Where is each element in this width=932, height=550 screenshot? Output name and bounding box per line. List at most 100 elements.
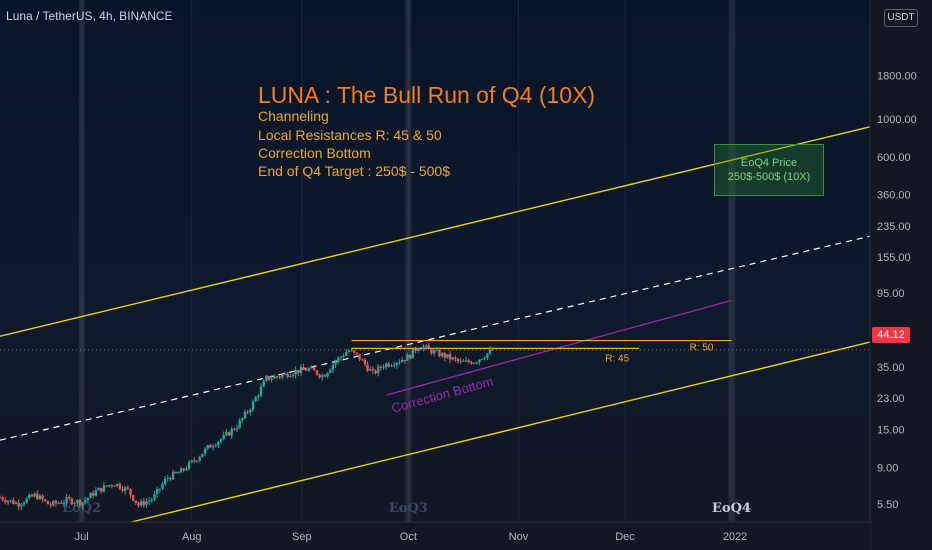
gridlines [81,0,736,522]
time-axis: Jul Aug Sep Oct Nov Dec 2022 [0,521,870,550]
candle-body [430,348,433,354]
candle-body [259,386,263,396]
currency-badge[interactable]: USDT [884,9,918,27]
candle-body [267,375,271,380]
candle-body [488,349,492,354]
candle-body [102,485,106,492]
candle-body [249,409,252,413]
candle-body [171,471,175,480]
candle-body [331,364,335,370]
candle-body [289,376,292,378]
y-tick-label: 95.00 [877,288,905,300]
candle-body [129,488,132,495]
price-axis: 1800.00 1000.00 600.00 360.00 235.00 155.00 95… [869,0,932,550]
candle-body [416,348,420,351]
candle-body [462,360,465,362]
candle-body [398,361,401,363]
candle-body [278,376,281,378]
candle-body [329,369,332,373]
candle-body [368,369,372,371]
candle-body [161,484,164,489]
x-tick-label: Dec [615,531,635,543]
target-box-title: EoQ4 Price [740,157,798,169]
candle-body [273,376,276,379]
target-box-range: 250$-500$ (10X) [727,171,811,183]
candle-body [139,501,143,506]
candles [0,342,494,511]
quarter-band [405,0,412,522]
candle-body [166,477,169,479]
candle-body [12,500,15,504]
candle-body [33,493,36,497]
trend-drawings [0,126,871,523]
candle-body [454,357,457,359]
candle-body [76,500,79,504]
y-tick-label: 1800.00 [877,71,917,83]
candle-body [265,375,268,381]
candle-body [89,492,92,498]
candle-body [446,354,449,358]
candle-body [233,428,236,430]
candle-body [185,468,188,471]
candle-body [302,367,305,370]
target-box: EoQ4 Price 250$-500$ (10X) [714,144,824,196]
candle-body [350,350,353,352]
candle-body [251,401,255,410]
quarter-label: EoQ4 [712,501,751,516]
candle-body [198,457,201,461]
candle-body [283,373,287,375]
candle-body [30,494,34,497]
candle-body [73,503,76,505]
candle-body [227,432,231,436]
annotation-line-correction: Correction Bottom [258,145,371,161]
candle-body [84,500,87,503]
candle-body [158,488,161,490]
candle-body [182,468,185,471]
y-tick-label: 600.00 [877,152,911,164]
y-tick-label: 35.00 [877,362,905,374]
candle-body [392,365,396,367]
candle-body [275,376,279,378]
candle-body [123,487,127,491]
symbol-title[interactable]: Luna / TetherUS, 4h, BINANCE [6,9,173,23]
candle-body [137,502,140,506]
candle-body [246,411,249,413]
candle-body [307,368,311,371]
quarter-band [728,0,735,522]
candle-body [315,370,319,375]
price-axis-panel [870,0,932,550]
candle-body [118,483,122,489]
y-tick-label: 360.00 [877,190,911,202]
candle-body [451,357,454,360]
candle-body [339,356,343,358]
candle-body [472,362,476,364]
candle-body [225,432,228,435]
candle-body [345,351,348,356]
candle-body [190,460,193,463]
candle-body [6,500,10,503]
annotation-line-resistances: Local Resistances R: 45 & 50 [258,127,442,143]
candle-body [113,485,116,487]
quarter-label: EoQ3 [389,501,428,516]
candle-body [353,350,356,353]
candle-body [371,369,375,371]
candle-body [134,500,138,503]
candle-body [459,360,462,362]
candle-body [440,353,444,357]
candle-body [238,420,241,428]
candle-body [92,492,95,496]
candle-body [65,497,68,503]
candle-body [219,439,223,442]
y-tick-label: 23.00 [877,393,905,405]
quarter-markers: EoQ2 EoQ3 EoQ4 [62,0,751,522]
candle-body [115,483,119,486]
candle-body [14,502,18,504]
candle-body [94,490,98,496]
candle-body [22,502,26,505]
candle-body [456,358,460,361]
candle-body [153,494,156,500]
candle-body [217,441,220,446]
candle-body [443,353,446,358]
x-tick-label: Aug [182,531,202,543]
